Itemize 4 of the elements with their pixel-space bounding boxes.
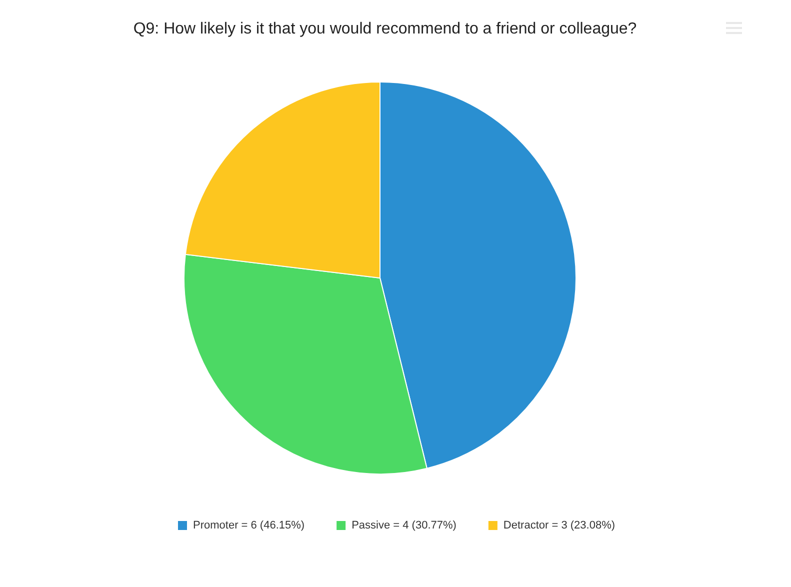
- chart-title: Q9: How likely is it that you would recommend to a friend or colleague?: [133, 20, 637, 38]
- legend-label: Detractor = 3 (23.08%): [503, 520, 616, 532]
- legend-label: Passive = 4 (30.77%): [352, 520, 456, 532]
- legend-label: Promoter = 6 (46.15%): [192, 520, 305, 532]
